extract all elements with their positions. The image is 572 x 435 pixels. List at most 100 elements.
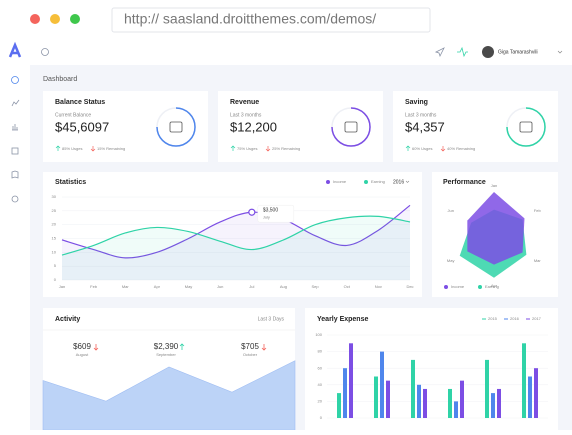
bar (497, 388, 501, 418)
doc-icon[interactable] (11, 147, 19, 155)
sidebar-icons (11, 46, 468, 203)
down-arrow (93, 344, 99, 351)
x-tick-label: May (185, 284, 193, 289)
y-tick-label: 40 (318, 382, 323, 387)
down-arrow (265, 146, 271, 152)
tooltip (257, 204, 295, 223)
ring-arc (506, 107, 546, 147)
settings-icon[interactable] (11, 195, 19, 203)
bar-icon[interactable] (12, 124, 18, 131)
card-icon (344, 121, 358, 133)
activity-period[interactable]: Last 3 Days (258, 316, 285, 322)
bar (448, 388, 452, 418)
legend-label: 2017 (532, 316, 542, 321)
activity-title: Activity (55, 316, 80, 323)
stat-month: October (243, 352, 258, 357)
statistics-card (43, 172, 422, 297)
line-series (61, 215, 411, 256)
stat-amount: $2,390 (154, 342, 179, 351)
url: http:// saasland.droitthemes.com/demos/ (124, 11, 376, 27)
x-tick-label: Apr (154, 284, 161, 289)
card-title: Revenue (230, 99, 259, 106)
card-usage: 85% Usges (62, 146, 82, 151)
user-caret[interactable] (557, 50, 563, 54)
y-tick-label: 5 (54, 263, 57, 268)
year-select[interactable]: 2016 (393, 179, 404, 185)
card-title: Saving (405, 99, 428, 106)
bar (534, 368, 538, 418)
legend-dot (478, 285, 482, 289)
y-tick-label: 10 (52, 249, 57, 254)
x-tick-label: Sep (312, 284, 320, 289)
home-icon[interactable] (11, 76, 19, 84)
radar-label: Jun (447, 208, 453, 213)
bar (386, 380, 390, 418)
x-tick-label: Feb (90, 284, 98, 289)
logo[interactable] (8, 41, 22, 58)
maximize-dot[interactable] (70, 14, 80, 24)
page-title: Dashboard (43, 76, 77, 83)
legend-dot (326, 180, 330, 184)
card-usage: 75% Usges (237, 146, 257, 151)
card-amount: $45,6097 (55, 119, 109, 134)
bar (522, 343, 526, 418)
bar (337, 393, 341, 418)
up-arrow (405, 145, 411, 151)
map-icon[interactable] (11, 170, 19, 179)
bar (343, 368, 347, 418)
card-amount: $4,357 (405, 119, 445, 134)
bar (411, 359, 415, 418)
y-tick-label: 60 (318, 365, 323, 370)
stat-amount: $609 (73, 342, 91, 351)
x-tick-label: Nov (375, 284, 382, 289)
summary-card (43, 91, 208, 162)
url-bar[interactable] (111, 7, 431, 33)
legend-label: Income (333, 179, 347, 184)
statistics-title: Statistics (55, 179, 86, 186)
bar (349, 343, 353, 418)
y-tick-label: 0 (54, 277, 57, 282)
x-tick-label: Mar (122, 284, 130, 289)
topbar (30, 40, 572, 65)
ring-arc (156, 107, 196, 147)
tooltip-label: July (263, 214, 270, 219)
card-title: Balance Status (55, 99, 105, 106)
radar-series (467, 192, 525, 265)
minimize-dot[interactable] (50, 14, 60, 24)
tooltip-point (248, 208, 256, 216)
card-remaining: 15% Remaining (97, 146, 125, 151)
user-name[interactable]: Giga Tamarashvili (498, 49, 538, 55)
search-icon[interactable] (41, 48, 49, 56)
legend-label: Income (451, 284, 465, 289)
area-fill (62, 205, 410, 280)
sidebar (0, 40, 30, 430)
card-usage: 60% Usges (412, 146, 432, 151)
close-dot[interactable] (30, 14, 40, 24)
legend-label: 2015 (488, 316, 498, 321)
x-tick-label: Jul (249, 284, 254, 289)
radar-label: May (447, 258, 455, 263)
avatar[interactable] (482, 46, 494, 58)
activity-icon[interactable] (457, 46, 468, 58)
x-tick-label: Oct (344, 284, 351, 289)
up-arrow (55, 145, 61, 151)
legend-dot (444, 285, 448, 289)
bar (460, 380, 464, 418)
radar-label: Feb (534, 208, 542, 213)
area-fill (62, 216, 410, 280)
bar (491, 393, 495, 418)
x-tick-label: Dec (406, 284, 413, 289)
year-caret[interactable] (405, 180, 410, 183)
legend-label: Earning (371, 179, 385, 184)
card-amount: $12,200 (230, 119, 277, 134)
bar (417, 384, 421, 418)
card-subtitle: Last 3 months (230, 112, 262, 118)
chart-icon[interactable] (11, 99, 20, 107)
performance-title: Performance (443, 179, 486, 186)
radar-label: Mar (534, 258, 542, 263)
card-icon (169, 121, 183, 133)
bar (528, 376, 532, 418)
bar (380, 351, 384, 418)
send-icon[interactable] (434, 47, 445, 58)
